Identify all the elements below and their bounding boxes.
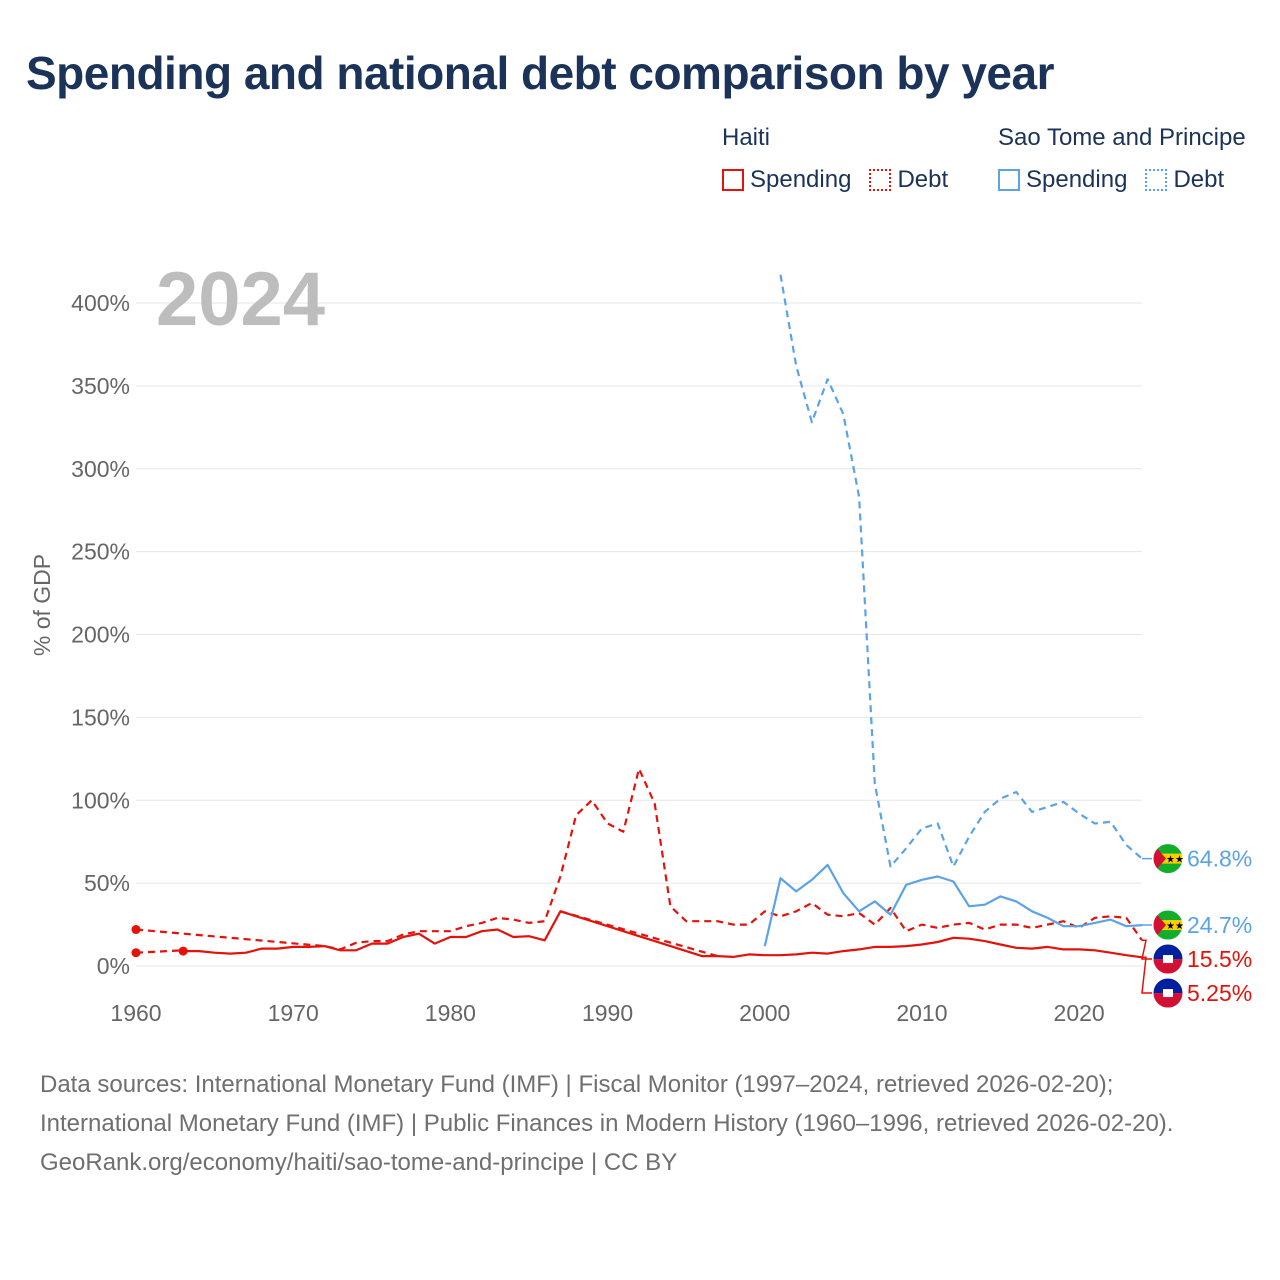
credit-link[interactable]: GeoRank.org/economy/haiti/sao-tome-and-p… [40, 1149, 678, 1176]
legend-stp-title: Sao Tome and Principe [998, 124, 1246, 151]
x-tick-label: 2010 [896, 1000, 947, 1026]
flag-stripe-yellow [1153, 920, 1183, 931]
end-value-label: 5.25% [1187, 980, 1252, 1006]
end-label-connector [1141, 956, 1152, 994]
x-tick-label: 1960 [110, 1000, 161, 1026]
flag-border [1152, 943, 1184, 975]
flag-stars: ★★ [1166, 855, 1184, 866]
legend-haiti-spending-swatch [722, 169, 744, 191]
y-tick-label: 150% [71, 704, 130, 730]
end-label-connector [1141, 939, 1152, 960]
legend-stp-debt-swatch [1145, 169, 1168, 191]
y-axis-label: % of GDP [29, 554, 55, 656]
series-line-haiti-spending [183, 910, 1143, 959]
flag-stripe-red [1153, 993, 1183, 1009]
sao-tome-flag-icon [1152, 843, 1184, 875]
flag-stripe-blue [1153, 944, 1183, 960]
chart-title: Spending and national debt comparison by… [26, 47, 1055, 99]
legend-haiti: Haiti Spending Debt [722, 124, 948, 194]
haiti-flag-icon [1152, 977, 1184, 1009]
y-tick-label: 100% [71, 787, 130, 813]
x-tick-label: 1990 [582, 1000, 633, 1026]
flag-stripe-yellow [1153, 853, 1183, 864]
flag-stripe-red [1153, 959, 1183, 975]
flag-border [1152, 843, 1184, 875]
data-sources: Data sources: International Monetary Fun… [40, 1071, 1174, 1137]
end-value-label: 24.7% [1187, 912, 1252, 938]
series-line-haiti-spending-early- [135, 949, 184, 954]
y-tick-label: 350% [71, 373, 130, 399]
haiti-flag-icon [1152, 943, 1184, 975]
y-tick-label: 0% [97, 953, 130, 979]
x-tick-label: 1980 [425, 1000, 476, 1026]
flag-stripe-blue [1153, 978, 1183, 994]
y-tick-label: 400% [71, 290, 130, 316]
legend-haiti-debt[interactable]: Debt [869, 166, 948, 194]
flag-triangle-red [1153, 910, 1166, 941]
flag-triangle-red [1153, 843, 1166, 874]
legend-haiti-debt-label: Debt [897, 166, 949, 193]
legend-haiti-spending-label: Spending [750, 166, 852, 193]
x-tick-label: 2000 [739, 1000, 790, 1026]
legend-stp-debt[interactable]: Debt [1145, 166, 1224, 194]
year-watermark: 2024 [156, 257, 325, 342]
flag-stars: ★★ [1166, 921, 1184, 932]
legend-haiti-title: Haiti [722, 124, 771, 151]
x-tick-label: 2020 [1054, 1000, 1105, 1026]
flag-emblem [1163, 989, 1173, 998]
legend-haiti-spending[interactable]: Spending [722, 166, 851, 194]
series-line-haiti-debt [135, 767, 1143, 951]
data-point-marker [131, 948, 141, 958]
line-chart: 0% 50% 100% 150% 200% 250% 300% 350% 400% 1960 197… [29, 257, 1252, 1026]
legend-stp-spending-label: Spending [1026, 166, 1128, 193]
x-tick-label: 1970 [268, 1000, 319, 1026]
legend-haiti-debt-swatch [869, 169, 892, 191]
y-tick-label: 200% [71, 622, 130, 648]
legend-stp-spending-swatch [998, 169, 1020, 191]
flag-emblem [1163, 955, 1173, 964]
data-point-marker [178, 946, 188, 956]
data-point-marker [131, 925, 141, 935]
legend-stp-debt-label: Debt [1173, 166, 1225, 193]
footer: Data sources: International Monetary Fun… [40, 1065, 1240, 1182]
y-tick-label: 250% [71, 539, 130, 565]
legend-stp-spending[interactable]: Spending [998, 166, 1127, 194]
flag-border [1152, 977, 1184, 1009]
series-line-sao-tome-and-principe-spending [763, 863, 1143, 947]
end-value-label: 15.5% [1187, 946, 1252, 972]
series-line-sao-tome-and-principe-debt [779, 274, 1143, 868]
legend-stp: Sao Tome and Principe Spending Debt [998, 124, 1246, 194]
flag-border [1152, 909, 1184, 941]
y-tick-label: 300% [71, 456, 130, 482]
sao-tome-flag-icon [1152, 909, 1184, 941]
end-value-label: 64.8% [1187, 846, 1252, 872]
y-tick-label: 50% [84, 870, 130, 896]
